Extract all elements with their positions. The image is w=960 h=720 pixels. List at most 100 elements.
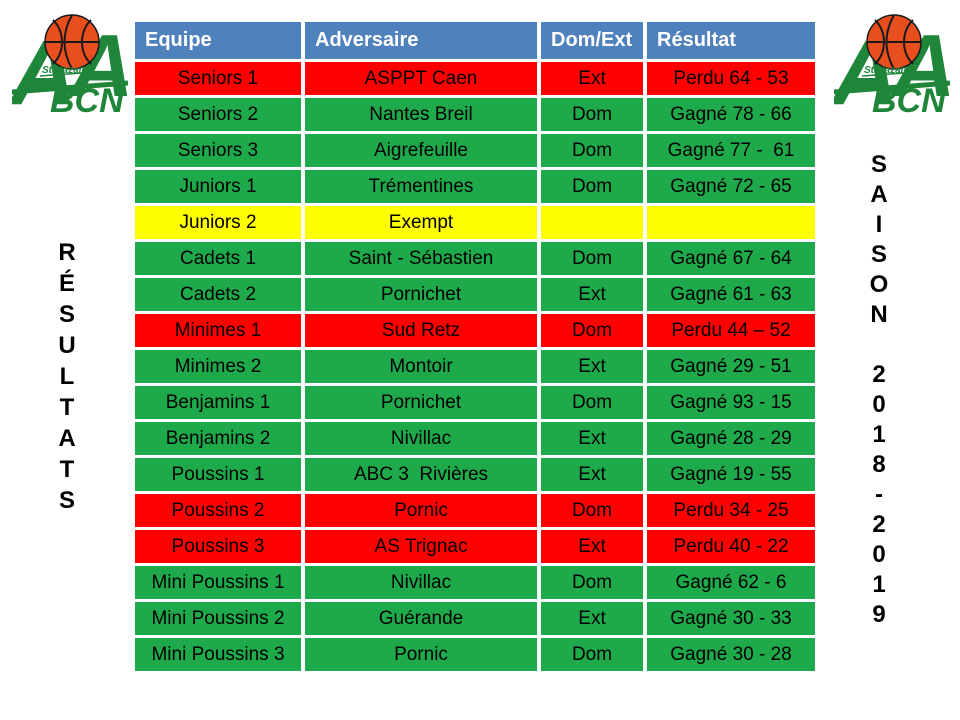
- header-resultat: Résultat: [647, 22, 815, 59]
- equipe-cell: Cadets 2: [135, 278, 301, 311]
- equipe-cell: Seniors 2: [135, 98, 301, 131]
- table-row: Mini Poussins 3 Pornic Dom Gagné 30 - 28: [135, 638, 815, 671]
- header-adversaire: Adversaire: [305, 22, 537, 59]
- adversaire-cell: Pornic: [305, 494, 537, 527]
- domext-cell: Dom: [541, 386, 643, 419]
- adversaire-cell: Exempt: [305, 206, 537, 239]
- adversaire-cell: Saint - Sébastien: [305, 242, 537, 275]
- domext-cell: Ext: [541, 350, 643, 383]
- abcn-club-logo: A A St-Nazaire BCN: [12, 14, 130, 118]
- equipe-cell: Benjamins 2: [135, 422, 301, 455]
- logo-club-text: BCN: [872, 82, 947, 118]
- table-row: Seniors 2 Nantes Breil Dom Gagné 78 - 66: [135, 98, 815, 131]
- domext-cell: Ext: [541, 422, 643, 455]
- adversaire-cell: ABC 3 Rivières: [305, 458, 537, 491]
- adversaire-cell: Sud Retz: [305, 314, 537, 347]
- resultat-cell: Perdu 40 - 22: [647, 530, 815, 563]
- table-row: Juniors 1 Trémentines Dom Gagné 72 - 65: [135, 170, 815, 203]
- resultats-vertical-label: R É S U L T A T S: [58, 239, 76, 514]
- adversaire-cell: Pornic: [305, 638, 537, 671]
- header-domext: Dom/Ext: [541, 22, 643, 59]
- equipe-cell: Poussins 2: [135, 494, 301, 527]
- resultat-cell: Gagné 19 - 55: [647, 458, 815, 491]
- equipe-cell: Benjamins 1: [135, 386, 301, 419]
- equipe-cell: Cadets 1: [135, 242, 301, 275]
- domext-cell: Ext: [541, 602, 643, 635]
- domext-cell: Ext: [541, 62, 643, 95]
- table-header-row: Equipe Adversaire Dom/Ext Résultat: [135, 22, 815, 59]
- table-row: Juniors 2 Exempt: [135, 206, 815, 239]
- equipe-cell: Juniors 2: [135, 206, 301, 239]
- adversaire-cell: AS Trignac: [305, 530, 537, 563]
- resultat-cell: Perdu 34 - 25: [647, 494, 815, 527]
- resultat-cell: Gagné 29 - 51: [647, 350, 815, 383]
- equipe-cell: Juniors 1: [135, 170, 301, 203]
- resultat-cell: Gagné 61 - 63: [647, 278, 815, 311]
- logo-city-underline: [861, 71, 919, 77]
- logo-city-text: St-Nazaire: [864, 65, 913, 76]
- table-row: Benjamins 1 Pornichet Dom Gagné 93 - 15: [135, 386, 815, 419]
- domext-cell: Dom: [541, 638, 643, 671]
- domext-cell: Ext: [541, 530, 643, 563]
- domext-cell: Dom: [541, 242, 643, 275]
- equipe-cell: Seniors 1: [135, 62, 301, 95]
- results-table: Equipe Adversaire Dom/Ext Résultat Senio…: [131, 19, 819, 674]
- abcn-club-logo: A A St-Nazaire BCN: [834, 14, 952, 118]
- logo-city-underline: [39, 71, 97, 77]
- logo-crossbar: [834, 80, 951, 95]
- resultat-cell: Gagné 78 - 66: [647, 98, 815, 131]
- adversaire-cell: Nivillac: [305, 422, 537, 455]
- domext-cell: Dom: [541, 170, 643, 203]
- basketball-icon: [866, 14, 922, 70]
- equipe-cell: Mini Poussins 3: [135, 638, 301, 671]
- resultat-cell: Gagné 72 - 65: [647, 170, 815, 203]
- resultat-cell: Perdu 44 – 52: [647, 314, 815, 347]
- table-row: Poussins 3 AS Trignac Ext Perdu 40 - 22: [135, 530, 815, 563]
- domext-cell: Dom: [541, 314, 643, 347]
- resultat-cell: Perdu 64 - 53: [647, 62, 815, 95]
- table-row: Minimes 1 Sud Retz Dom Perdu 44 – 52: [135, 314, 815, 347]
- table-row: Cadets 2 Pornichet Ext Gagné 61 - 63: [135, 278, 815, 311]
- domext-cell: [541, 206, 643, 239]
- resultat-cell: Gagné 28 - 29: [647, 422, 815, 455]
- domext-cell: Dom: [541, 98, 643, 131]
- resultat-cell: Gagné 30 - 33: [647, 602, 815, 635]
- equipe-cell: Seniors 3: [135, 134, 301, 167]
- logo-crossbar: [12, 80, 129, 95]
- domext-cell: Dom: [541, 134, 643, 167]
- equipe-cell: Mini Poussins 1: [135, 566, 301, 599]
- adversaire-cell: Montoir: [305, 350, 537, 383]
- domext-cell: Ext: [541, 278, 643, 311]
- logo-club-text: BCN: [50, 82, 125, 118]
- adversaire-cell: Guérande: [305, 602, 537, 635]
- logo-city-text: St-Nazaire: [42, 65, 91, 76]
- adversaire-cell: Nantes Breil: [305, 98, 537, 131]
- adversaire-cell: ASPPT Caen: [305, 62, 537, 95]
- table-row: Poussins 2 Pornic Dom Perdu 34 - 25: [135, 494, 815, 527]
- basketball-icon: [44, 14, 100, 70]
- resultat-cell: [647, 206, 815, 239]
- header-equipe: Equipe: [135, 22, 301, 59]
- domext-cell: Dom: [541, 494, 643, 527]
- equipe-cell: Minimes 1: [135, 314, 301, 347]
- equipe-cell: Poussins 3: [135, 530, 301, 563]
- equipe-cell: Poussins 1: [135, 458, 301, 491]
- table-row: Mini Poussins 1 Nivillac Dom Gagné 62 - …: [135, 566, 815, 599]
- adversaire-cell: Trémentines: [305, 170, 537, 203]
- domext-cell: Dom: [541, 566, 643, 599]
- resultat-cell: Gagné 67 - 64: [647, 242, 815, 275]
- adversaire-cell: Pornichet: [305, 386, 537, 419]
- saison-vertical-label: S A I S O N 2 0 1 8 - 2 0 1 9: [869, 151, 889, 628]
- adversaire-cell: Pornichet: [305, 278, 537, 311]
- table-row: Cadets 1 Saint - Sébastien Dom Gagné 67 …: [135, 242, 815, 275]
- table-row: Poussins 1 ABC 3 Rivières Ext Gagné 19 -…: [135, 458, 815, 491]
- table-row: Benjamins 2 Nivillac Ext Gagné 28 - 29: [135, 422, 815, 455]
- equipe-cell: Mini Poussins 2: [135, 602, 301, 635]
- adversaire-cell: Nivillac: [305, 566, 537, 599]
- adversaire-cell: Aigrefeuille: [305, 134, 537, 167]
- resultat-cell: Gagné 77 - 61: [647, 134, 815, 167]
- resultat-cell: Gagné 93 - 15: [647, 386, 815, 419]
- domext-cell: Ext: [541, 458, 643, 491]
- resultat-cell: Gagné 30 - 28: [647, 638, 815, 671]
